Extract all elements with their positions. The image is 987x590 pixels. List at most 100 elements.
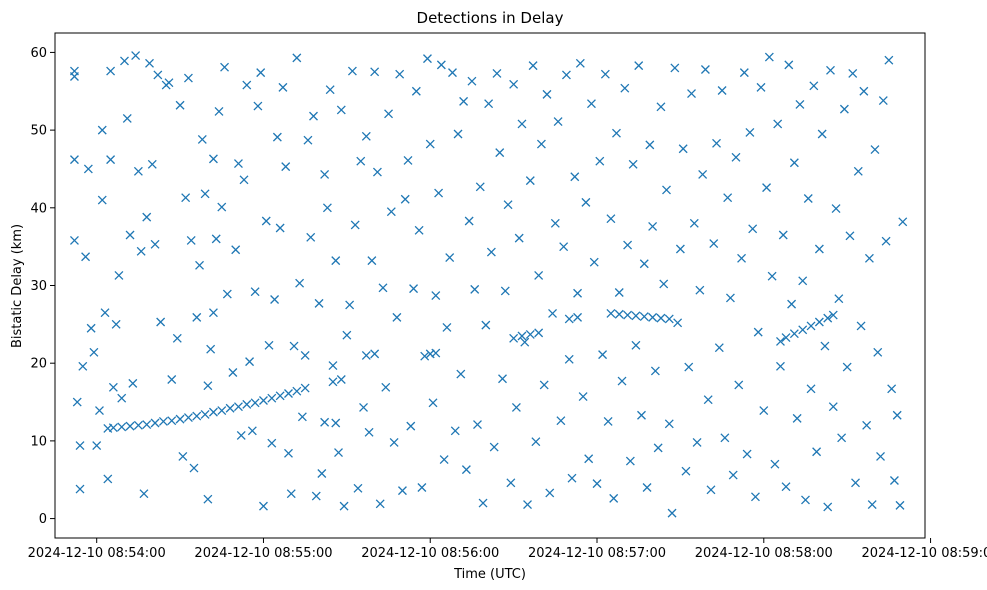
detection-point bbox=[773, 119, 783, 129]
detection-point bbox=[278, 82, 288, 92]
detection-point bbox=[414, 225, 424, 235]
detection-point bbox=[492, 68, 502, 78]
detection-point bbox=[197, 134, 207, 144]
detection-point bbox=[531, 437, 541, 447]
detection-point bbox=[158, 417, 168, 426]
detection-point bbox=[95, 406, 104, 416]
detection-point bbox=[784, 60, 794, 70]
detection-point bbox=[545, 488, 555, 498]
detection-point bbox=[423, 54, 432, 64]
detection-point bbox=[259, 501, 268, 511]
y-axis-ticks: 0 10 20 30 40 50 60 bbox=[30, 46, 55, 527]
detection-point bbox=[272, 132, 282, 142]
detection-point bbox=[334, 448, 343, 457]
detection-point bbox=[631, 311, 641, 321]
detection-point bbox=[678, 144, 688, 154]
detection-point bbox=[395, 69, 405, 79]
detection-point bbox=[748, 224, 758, 234]
chart-title: Detections in Delay bbox=[417, 9, 564, 27]
detection-point bbox=[503, 200, 513, 210]
detection-point bbox=[381, 382, 391, 392]
detection-point bbox=[389, 437, 399, 447]
detection-point bbox=[473, 420, 482, 430]
detection-point bbox=[592, 479, 602, 489]
detection-point bbox=[92, 441, 102, 451]
scatter-marks bbox=[69, 51, 908, 518]
detection-point bbox=[798, 276, 808, 286]
detection-point bbox=[208, 154, 218, 164]
detection-point bbox=[509, 79, 519, 89]
detection-point bbox=[239, 175, 249, 185]
detection-point bbox=[500, 286, 510, 296]
detection-point bbox=[584, 454, 594, 464]
detection-point bbox=[662, 185, 671, 195]
detection-point bbox=[750, 492, 760, 502]
detection-point bbox=[256, 68, 266, 78]
detection-point bbox=[570, 172, 580, 182]
detection-point bbox=[806, 384, 816, 394]
detection-point bbox=[548, 309, 557, 318]
detection-point bbox=[645, 140, 655, 150]
detection-point bbox=[111, 319, 121, 329]
detection-point bbox=[459, 96, 469, 106]
detection-point bbox=[328, 377, 338, 387]
detection-point bbox=[698, 169, 708, 179]
detection-point bbox=[737, 253, 747, 263]
detection-point bbox=[136, 246, 146, 256]
detection-point bbox=[233, 159, 243, 168]
detection-point bbox=[606, 309, 616, 318]
detection-point bbox=[206, 344, 216, 354]
detection-point bbox=[656, 102, 666, 112]
detection-point bbox=[270, 295, 280, 304]
detection-point bbox=[814, 317, 824, 327]
detection-point bbox=[489, 442, 499, 452]
detection-point bbox=[867, 500, 877, 510]
detection-point bbox=[453, 129, 463, 139]
detection-point bbox=[275, 223, 285, 233]
detection-point bbox=[525, 329, 535, 339]
detection-point bbox=[884, 55, 894, 65]
detection-point bbox=[370, 349, 380, 359]
detection-point bbox=[573, 288, 583, 298]
detection-point bbox=[770, 459, 780, 469]
detection-point bbox=[689, 218, 699, 228]
detection-point bbox=[842, 362, 852, 372]
detection-point bbox=[142, 420, 152, 430]
detection-point bbox=[695, 285, 705, 295]
detection-point bbox=[614, 288, 624, 297]
detection-point bbox=[831, 204, 841, 214]
detection-point bbox=[150, 418, 160, 428]
detection-point bbox=[175, 414, 185, 424]
detection-point bbox=[475, 182, 485, 192]
detection-point bbox=[623, 310, 633, 320]
detection-point bbox=[89, 347, 99, 357]
detection-point bbox=[97, 195, 107, 205]
detection-point bbox=[789, 158, 799, 168]
detection-point bbox=[331, 256, 341, 266]
detection-point bbox=[106, 155, 116, 165]
detection-point bbox=[392, 312, 402, 322]
detection-point bbox=[581, 197, 591, 207]
detection-point bbox=[514, 233, 524, 243]
detection-point bbox=[648, 221, 658, 231]
detection-point bbox=[762, 183, 772, 193]
detection-point bbox=[720, 433, 730, 443]
detection-point bbox=[789, 329, 799, 339]
detection-point bbox=[573, 312, 583, 322]
detection-point bbox=[620, 83, 630, 93]
detection-point bbox=[739, 68, 749, 78]
detection-point bbox=[839, 104, 849, 114]
detection-point bbox=[286, 489, 296, 499]
detection-point bbox=[534, 328, 544, 338]
detection-point bbox=[639, 312, 649, 322]
detection-point bbox=[706, 485, 716, 495]
detection-point bbox=[183, 73, 193, 83]
detection-point bbox=[564, 314, 574, 324]
detection-point bbox=[372, 167, 382, 177]
detection-point bbox=[417, 483, 427, 492]
detection-point bbox=[83, 164, 93, 174]
detection-point bbox=[828, 310, 838, 320]
detection-point bbox=[675, 244, 685, 254]
detection-point bbox=[86, 323, 96, 333]
